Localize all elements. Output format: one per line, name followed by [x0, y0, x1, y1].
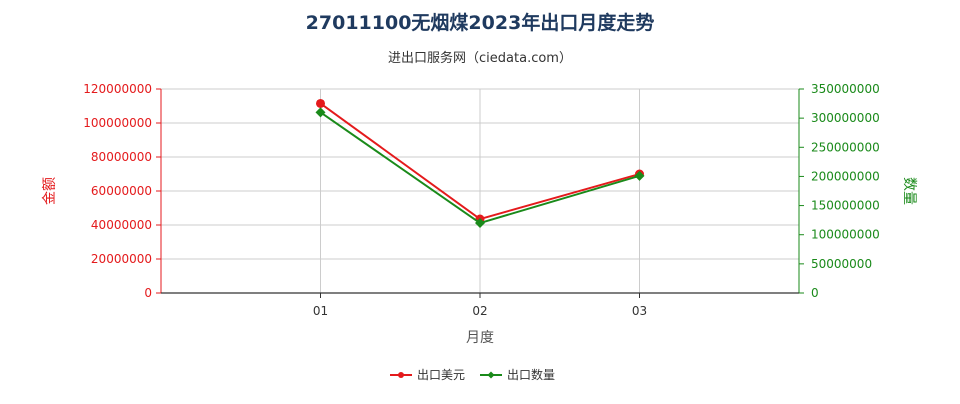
y-left-tick-label: 80000000	[91, 150, 152, 164]
y-right-tick-label: 350000000	[811, 82, 880, 96]
y-right-tick-label: 0	[811, 286, 819, 300]
legend-swatch-marker	[487, 371, 495, 379]
series-2-point[interactable]	[315, 107, 326, 118]
y-right-tick-label: 50000000	[811, 257, 872, 271]
y-right-tick-label: 150000000	[811, 199, 880, 213]
legend-label: 出口数量	[507, 367, 555, 382]
x-tick-label: 01	[313, 304, 328, 318]
y-left-tick-label: 120000000	[83, 82, 152, 96]
series-2-point[interactable]	[634, 170, 645, 181]
series-layer	[315, 98, 645, 229]
axes: 0 20000000 40000000 60000000 80000000 1000000…	[83, 82, 879, 318]
y-right-tick-label: 100000000	[811, 228, 880, 242]
y-left-tick-label: 40000000	[91, 218, 152, 232]
series-2-point[interactable]	[475, 218, 485, 229]
y-right-tick-label: 200000000	[811, 169, 880, 183]
chart-title: 27011100无烟煤2023年出口月度走势	[306, 11, 655, 34]
y-left-tick-label: 60000000	[91, 184, 152, 198]
grid	[161, 88, 799, 294]
legend-item-2[interactable]: 出口数量	[480, 367, 555, 382]
chart-subtitle: 进出口服务网（ciedata.com）	[388, 50, 572, 66]
y-left-tick-label: 0	[144, 286, 152, 300]
y-axis-right-label: 数量	[901, 177, 917, 205]
y-left-tick-label: 100000000	[83, 116, 152, 130]
y-right-tick-label: 300000000	[811, 111, 880, 125]
x-tick-label: 03	[632, 304, 647, 318]
y-right-tick-label: 250000000	[811, 140, 880, 154]
x-tick-label: 02	[472, 304, 487, 318]
legend-label: 出口美元	[417, 368, 465, 382]
y-left-tick-label: 20000000	[91, 252, 152, 266]
legend-item-1[interactable]: 出口美元	[390, 368, 465, 382]
legend: 出口美元 出口数量	[390, 367, 555, 382]
x-axis-label: 月度	[466, 330, 494, 346]
series-1-point[interactable]	[316, 98, 325, 108]
y-axis-left-label: 金额	[42, 177, 58, 205]
legend-swatch-marker	[398, 372, 404, 378]
